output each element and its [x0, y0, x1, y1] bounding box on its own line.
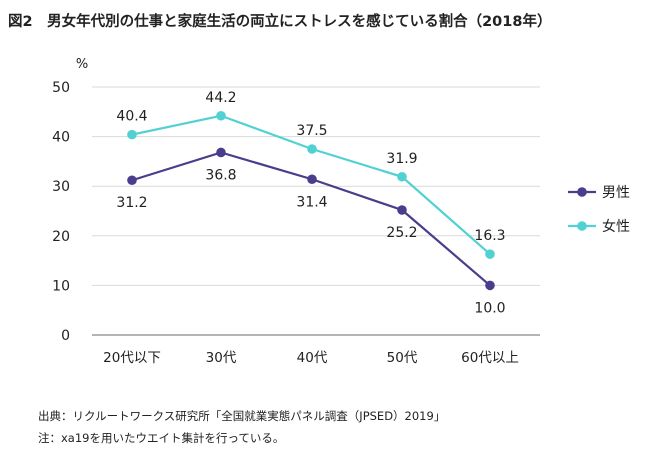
data-point	[307, 144, 317, 154]
y-tick-label: 10	[52, 278, 70, 294]
gridlines	[92, 86, 540, 336]
chart-title: 図2 男女年代別の仕事と家庭生活の両立にストレスを感じている割合（2018年）	[8, 14, 552, 30]
y-tick-label: 40	[52, 130, 70, 146]
legend-label: 男性	[602, 185, 630, 201]
data-labels: 31.2 36.8 31.4 25.2 10.0 40.4 44.2 37.5 31.9 16.3	[116, 90, 505, 317]
data-point	[216, 147, 226, 158]
x-tick-label: 50代	[387, 350, 418, 366]
y-tick-label: 0	[61, 328, 70, 344]
data-point	[397, 171, 407, 182]
series	[127, 110, 495, 291]
y-axis-unit: %	[76, 57, 88, 72]
source-note: 出典：リクルートワークス研究所「全国就業実態パネル調査（JPSED）2019」	[38, 409, 446, 423]
y-tick-label: 20	[52, 229, 70, 245]
legend-label: 女性	[602, 218, 630, 235]
data-label: 31.4	[296, 194, 327, 210]
x-tick-label: 40代	[297, 350, 328, 366]
data-label: 36.8	[205, 167, 236, 183]
legend-marker	[577, 187, 587, 197]
data-label: 37.5	[296, 123, 327, 139]
x-tick-label: 60代以上	[461, 350, 519, 366]
data-label: 31.2	[116, 195, 147, 211]
data-point	[127, 175, 137, 186]
data-point	[485, 280, 495, 291]
data-label: 10.0	[474, 300, 505, 316]
data-label: 16.3	[474, 228, 505, 244]
axis-labels: 0 10 20 30 40 50% 20代以下 30代 40代 50代 60代以上	[52, 57, 519, 366]
data-point	[127, 129, 137, 140]
x-tick-label: 20代以下	[103, 350, 161, 366]
y-tick-label: 50	[52, 80, 70, 96]
data-label: 31.9	[386, 151, 417, 167]
data-point	[485, 249, 495, 259]
x-tick-label: 30代	[206, 350, 237, 366]
y-tick-label: 30	[52, 179, 70, 195]
series-line	[131, 151, 491, 287]
data-point	[216, 110, 226, 121]
data-label: 40.4	[116, 109, 147, 125]
data-label: 44.2	[205, 90, 236, 106]
data-point	[397, 205, 407, 215]
footnote: 注：xa19を用いたウエイト集計を行っている。	[38, 431, 285, 445]
data-point	[307, 174, 317, 185]
data-label: 25.2	[386, 225, 417, 241]
legend-marker	[577, 221, 587, 231]
